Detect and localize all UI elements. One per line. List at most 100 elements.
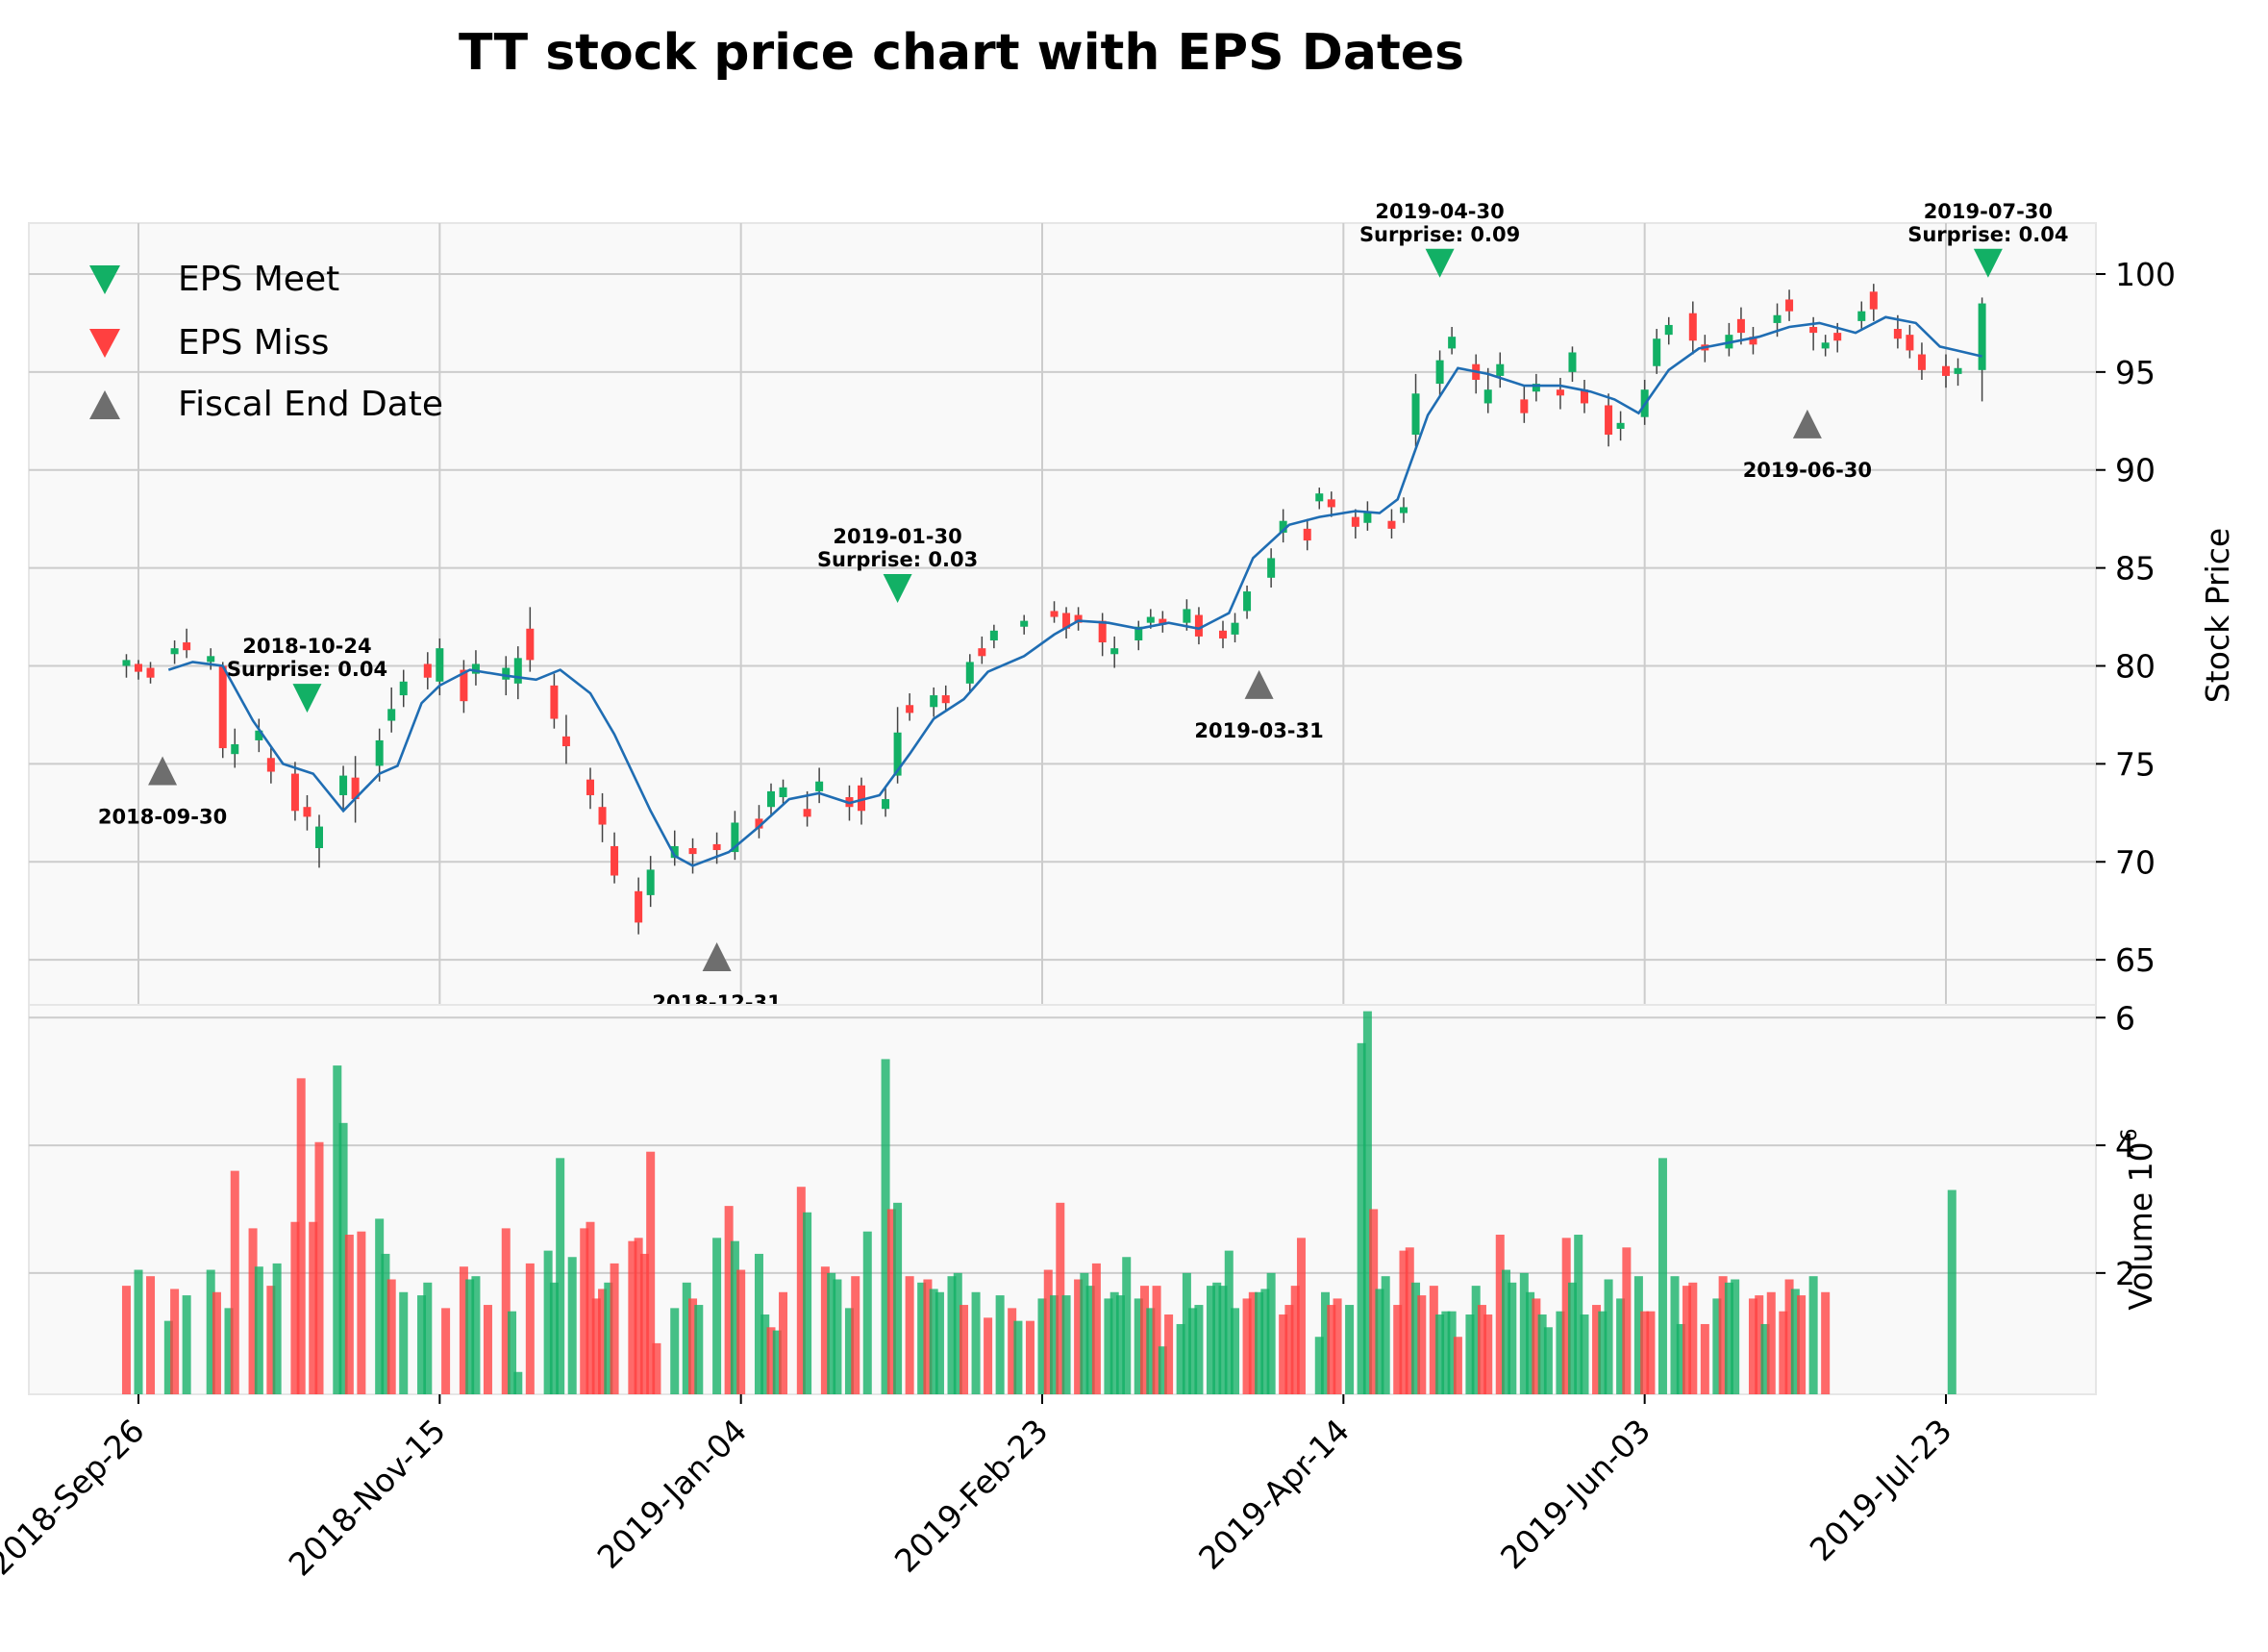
volume-bar [1477, 1305, 1486, 1394]
volume-bar [652, 1342, 661, 1394]
fiscal-end-marker [1244, 669, 1274, 699]
candle-body [1736, 318, 1745, 334]
volume-bar [1526, 1291, 1535, 1394]
eps-event-marker [1425, 248, 1455, 278]
candle-body [1653, 338, 1661, 366]
volume-bar [1074, 1279, 1084, 1394]
volume-bar [212, 1291, 221, 1394]
volume-bar [935, 1291, 944, 1394]
candle-body [1568, 352, 1577, 372]
candle-body [635, 890, 643, 923]
candle-body [231, 744, 239, 755]
volume-bar [1025, 1320, 1034, 1394]
candle-body [1134, 626, 1143, 641]
candle-body [387, 709, 396, 721]
candle-body [893, 732, 902, 776]
volume-bar [779, 1291, 788, 1394]
volume-bar [556, 1158, 565, 1394]
x-tick-label: 2018-Nov-15 [282, 1412, 453, 1583]
candle-body [1496, 363, 1505, 376]
candle-body [611, 845, 619, 876]
volume-bar [851, 1276, 860, 1394]
candle-body [561, 736, 570, 747]
volume-bar [1008, 1308, 1017, 1394]
candle-body [146, 667, 155, 678]
volume-bar [1790, 1289, 1800, 1394]
volume-bar [1375, 1289, 1384, 1394]
volume-bar [646, 1151, 656, 1394]
volume-bar [820, 1266, 830, 1394]
volume-bar [1471, 1286, 1481, 1394]
candle-body [1219, 630, 1227, 638]
volume-bar [1043, 1269, 1053, 1394]
volume-bar [1532, 1298, 1541, 1394]
x-tick-label: 2019-Jun-03 [1493, 1412, 1657, 1576]
candle-body [646, 869, 655, 895]
volume-bar [827, 1272, 836, 1394]
volume-bar [1821, 1291, 1831, 1394]
volume-bar [549, 1282, 559, 1394]
eps-event-surprise-label: Surprise: 0.03 [817, 548, 978, 571]
volume-bar [1357, 1042, 1366, 1394]
candle-body [1050, 611, 1059, 617]
eps-event-marker [292, 684, 322, 713]
candle-body [303, 807, 312, 817]
eps-event-date-label: 2019-01-30 [833, 525, 961, 548]
volume-y-tick-label: 6 [2115, 999, 2135, 1037]
volume-bar [960, 1305, 969, 1394]
candle-body [122, 660, 131, 666]
eps-event-surprise-label: Surprise: 0.04 [227, 658, 387, 681]
volume-bar [1013, 1320, 1023, 1394]
candle-body [1062, 613, 1071, 629]
volume-bar [1657, 1158, 1667, 1394]
volume-bar [1766, 1291, 1776, 1394]
volume-bar [766, 1327, 776, 1394]
price-y-tick-labels: 65 70 75 80 85 90 95 100 [2096, 256, 2176, 979]
candle-body [815, 781, 824, 791]
volume-axis-label-exponent: 6 [2118, 1128, 2142, 1141]
candle-body [183, 642, 191, 651]
volume-bar [1224, 1250, 1234, 1394]
candle-body [1664, 324, 1673, 336]
volume-bar [290, 1221, 300, 1394]
volume-bar [1381, 1276, 1390, 1394]
volume-bar [344, 1235, 354, 1394]
candle-body [1327, 499, 1335, 508]
candle-body [803, 809, 811, 817]
volume-y-tick-labels: 2 4 6 [2096, 999, 2135, 1292]
volume-bar [1616, 1298, 1626, 1394]
eps-event-marker [883, 574, 912, 604]
volume-bar [1760, 1323, 1770, 1394]
candle-body [1448, 337, 1457, 349]
volume-bar [1255, 1291, 1264, 1394]
candle-body [1954, 367, 1962, 374]
volume-bar [803, 1212, 812, 1394]
candle-body [266, 758, 275, 772]
volume-bar [1519, 1272, 1529, 1394]
legend-eps-miss: EPS Miss [178, 323, 329, 363]
volume-bar [1718, 1276, 1728, 1394]
volume-bar [591, 1298, 601, 1394]
volume-bar [1231, 1308, 1240, 1394]
volume-bar [254, 1266, 263, 1394]
volume-bar [146, 1276, 156, 1394]
candle-body [1688, 313, 1697, 341]
volume-bar [1050, 1295, 1059, 1394]
volume-bar [1061, 1295, 1071, 1394]
volume-bar [953, 1272, 962, 1394]
candle-body [1749, 337, 1757, 345]
volume-bar [984, 1317, 993, 1394]
candle-body [1194, 614, 1203, 637]
volume-bar [1345, 1305, 1355, 1394]
volume-bar [1122, 1257, 1132, 1394]
volume-bar [170, 1289, 180, 1394]
candle-body [550, 685, 559, 719]
candle-body [1556, 389, 1564, 396]
volume-bar [670, 1308, 680, 1394]
eps-event-surprise-label: Surprise: 0.09 [1359, 223, 1520, 246]
eps-meet-legend-icon [89, 265, 120, 294]
volume-bar [1369, 1209, 1379, 1394]
volume-bar [1483, 1314, 1493, 1394]
fiscal-end-marker [148, 756, 178, 786]
